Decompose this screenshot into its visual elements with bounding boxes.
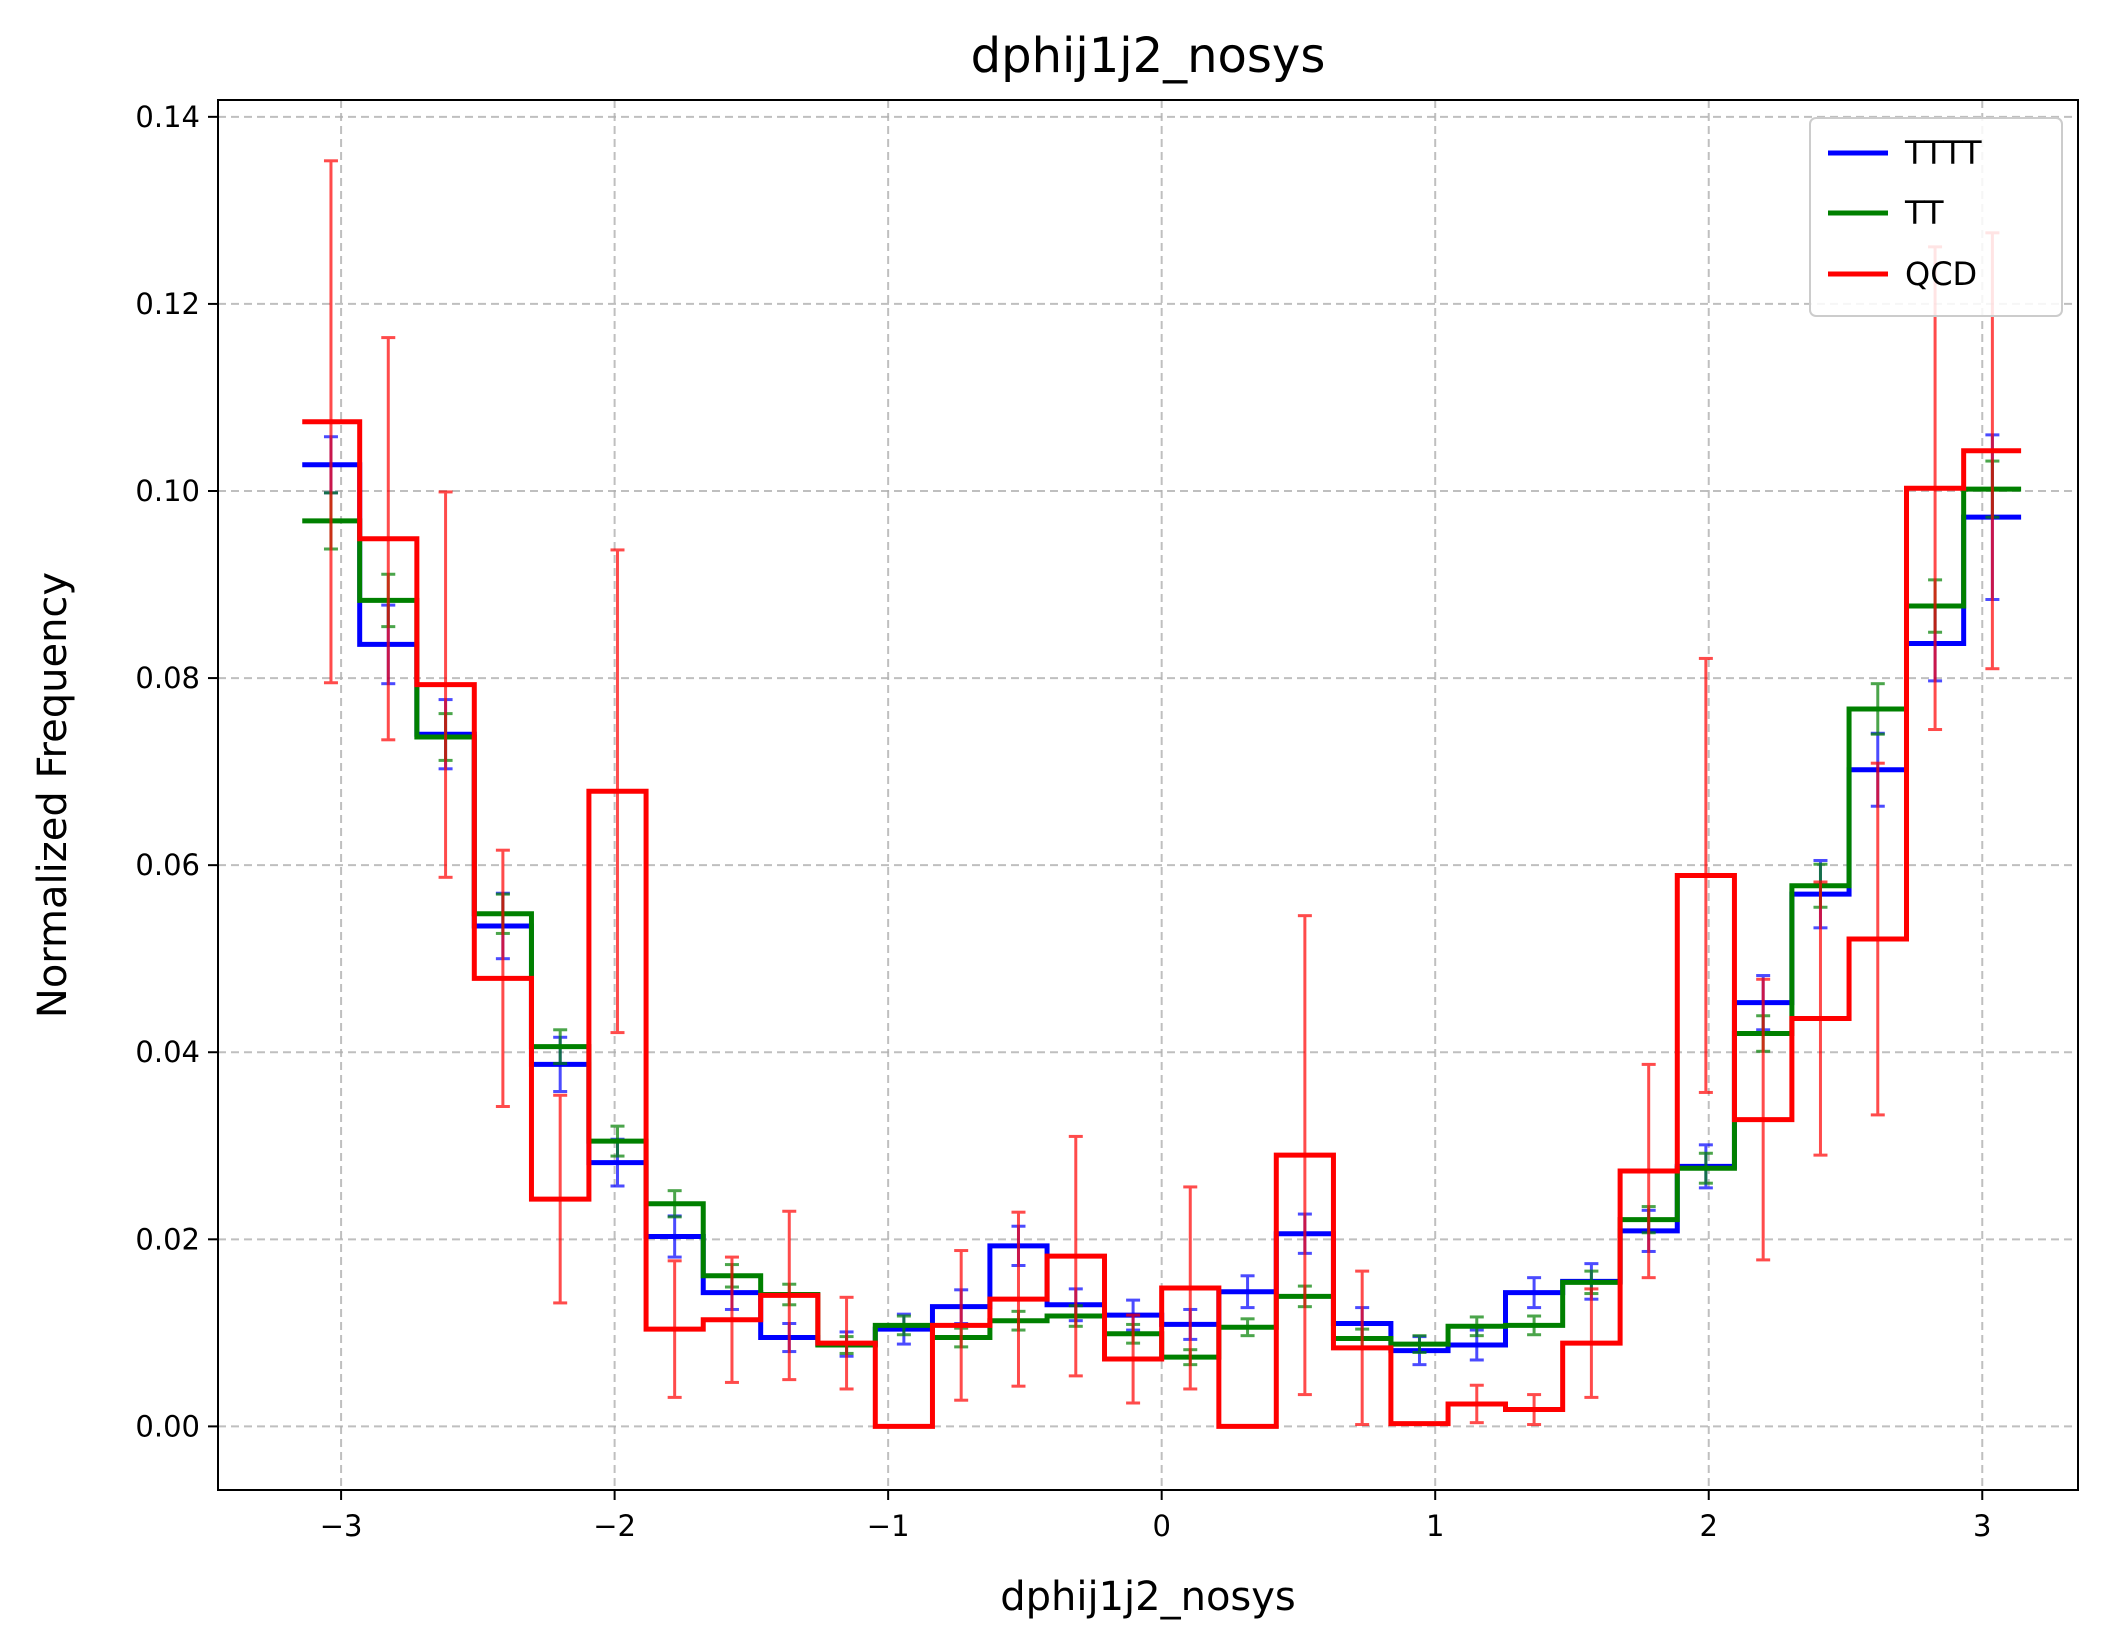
legend-label-tttt: TTTT xyxy=(1904,134,1982,172)
error-bar-qcd xyxy=(553,1093,568,1305)
error-bar-qcd xyxy=(1527,1393,1542,1427)
error-bar-qcd xyxy=(954,1249,969,1402)
error-bar-qcd xyxy=(381,336,396,742)
error-bar-tt xyxy=(1698,1151,1713,1185)
legend: TTTT TT QCD xyxy=(1809,117,2063,317)
error-bar-qcd xyxy=(1584,1287,1599,1399)
x-tick-label: −2 xyxy=(593,1509,636,1543)
y-tick-label: 0.14 xyxy=(135,100,200,134)
x-tick-label: 0 xyxy=(1152,1509,1170,1543)
error-bar-qcd xyxy=(1698,656,1713,1094)
error-bar-qcd xyxy=(495,848,510,1108)
error-bar-tt xyxy=(667,1189,682,1219)
error-bar-qcd xyxy=(610,548,625,1035)
y-tick-label: 0.10 xyxy=(135,474,200,508)
error-bar-qcd xyxy=(1641,1062,1656,1280)
error-bar-qcd xyxy=(1813,880,1828,1157)
grid xyxy=(218,100,2078,1490)
error-bar-qcd xyxy=(323,159,338,685)
error-bar-qcd xyxy=(724,1255,739,1384)
error-bar-tt xyxy=(1469,1315,1484,1338)
legend-entry-tttt: TTTT xyxy=(1828,134,1982,172)
y-tick-label: 0.06 xyxy=(135,848,200,882)
error-bar-qcd xyxy=(1126,1313,1141,1405)
plot-frame xyxy=(217,99,2079,1491)
error-bar-tt xyxy=(1412,1334,1427,1354)
y-tick-label: 0.08 xyxy=(135,661,200,695)
y-tick-label: 0.04 xyxy=(135,1035,200,1069)
axis-ticks: −3 −2 −1 0 1 2 3 0.00 0.02 0.04 0.06 0.08 0.10 0.12 0.… xyxy=(135,100,1991,1543)
y-axis-label: Normalized Frequency xyxy=(30,572,76,1018)
error-bar-qcd xyxy=(1068,1134,1083,1378)
error-bar-tt xyxy=(1240,1317,1255,1338)
error-bar-qcd xyxy=(1183,1185,1198,1391)
y-tick-label: 0.02 xyxy=(135,1222,200,1256)
x-tick-label: −1 xyxy=(867,1509,910,1543)
error-bar-qcd xyxy=(1469,1383,1484,1425)
error-bar-qcd xyxy=(782,1209,797,1382)
y-tick-label: 0.00 xyxy=(135,1409,200,1443)
legend-entry-qcd: QCD xyxy=(1828,255,1977,293)
error-bar-tt xyxy=(1527,1314,1542,1337)
error-bar-tt xyxy=(553,1028,568,1065)
y-tick-label: 0.12 xyxy=(135,287,200,321)
plot-area xyxy=(218,100,2078,1490)
error-bar-tt xyxy=(1870,682,1885,736)
error-bar-tt xyxy=(896,1314,911,1337)
error-bar-qcd xyxy=(1870,761,1885,1117)
error-bar-qcd xyxy=(1756,977,1771,1262)
error-bar-qcd xyxy=(1011,1210,1026,1388)
error-bar-tt xyxy=(610,1124,625,1158)
legend-label-qcd: QCD xyxy=(1905,255,1977,293)
legend-box xyxy=(1809,117,2063,317)
legend-label-tt: TT xyxy=(1904,194,1944,232)
x-tick-label: −3 xyxy=(320,1509,363,1543)
x-tick-label: 2 xyxy=(1700,1509,1718,1543)
error-bar-qcd xyxy=(438,490,453,879)
x-axis-label: dphij1j2_nosys xyxy=(1000,1574,1296,1620)
legend-entry-tt: TT xyxy=(1828,194,1944,232)
error-bar-qcd xyxy=(667,1259,682,1399)
error-bar-tttt xyxy=(1240,1274,1255,1310)
x-tick-label: 1 xyxy=(1426,1509,1444,1543)
error-bar-qcd xyxy=(1297,914,1312,1397)
error-bar-qcd xyxy=(839,1295,854,1391)
error-bar-qcd xyxy=(1355,1269,1370,1427)
step-line-qcd xyxy=(302,419,2022,1429)
error-bar-tttt xyxy=(1527,1276,1542,1310)
chart-title: dphij1j2_nosys xyxy=(971,28,1326,84)
x-tick-label: 3 xyxy=(1973,1509,1991,1543)
